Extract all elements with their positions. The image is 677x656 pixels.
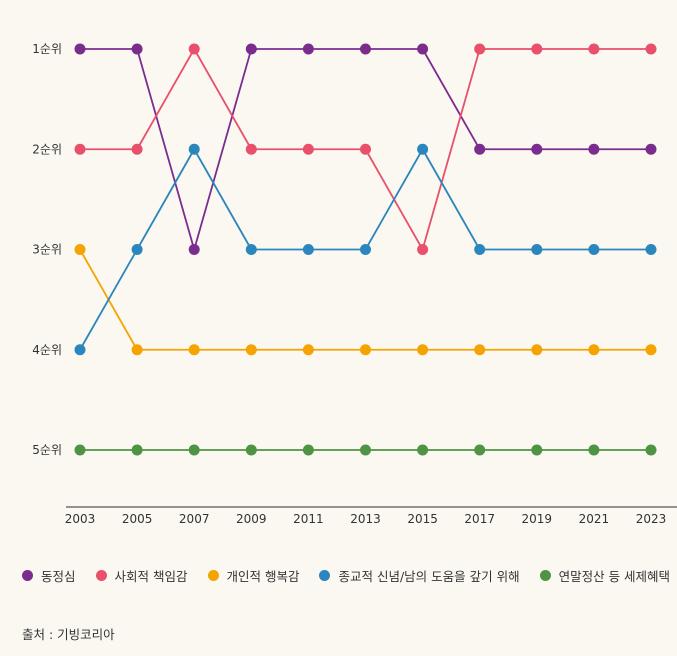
data-point — [302, 344, 314, 356]
legend-label: 연말정산 등 세제혜택 — [558, 569, 671, 584]
legend-item: 사회적 책임감 — [95, 566, 188, 585]
legend: 동정심 사회적 책임감 개인적 행복감 종교적 신념/남의 도움을 갚기 위해 연말정산… — [22, 566, 677, 585]
data-point — [188, 43, 200, 55]
x-tick-label: 2007 — [179, 512, 210, 526]
legend-label: 동정심 — [41, 569, 76, 584]
data-point — [417, 444, 429, 456]
legend-item: 종교적 신념/남의 도움을 갚기 위해 — [319, 566, 520, 585]
data-point — [645, 244, 657, 255]
data-point — [245, 444, 257, 456]
data-point — [360, 43, 371, 55]
data-point — [245, 143, 257, 155]
data-point — [588, 43, 600, 55]
legend-label: 사회적 책임감 — [114, 569, 188, 584]
data-point — [302, 143, 314, 155]
x-tick-label: 2005 — [122, 512, 153, 526]
x-tick-label: 2019 — [522, 512, 553, 526]
x-tick-label: 2021 — [579, 512, 610, 526]
y-tick-label: 1순위 — [32, 42, 62, 56]
legend-dot-icon — [207, 570, 219, 581]
data-point — [245, 244, 257, 255]
x-tick-label: 2015 — [407, 512, 438, 526]
data-point — [645, 43, 657, 55]
data-point — [645, 143, 657, 155]
rank-line-chart: 1순위 2순위 3순위 4순위 5순위 2003 2005 2007 2009 2011 2013… — [32, 42, 677, 526]
data-point — [588, 143, 600, 155]
legend-item: 개인적 행복감 — [207, 566, 300, 585]
source-note: 출처 : 기빙코리아 — [22, 627, 115, 642]
data-point — [360, 344, 371, 356]
data-point — [360, 143, 371, 155]
data-point — [74, 344, 86, 356]
data-point — [74, 244, 86, 255]
data-point — [131, 344, 143, 356]
data-point — [588, 244, 600, 255]
y-tick-label: 4순위 — [32, 343, 62, 357]
data-point — [474, 444, 486, 456]
data-point — [131, 444, 143, 456]
data-point — [245, 344, 257, 356]
data-point — [360, 244, 371, 255]
y-axis-ticks: 1순위 2순위 3순위 4순위 5순위 — [32, 42, 62, 457]
legend-item: 동정심 — [22, 566, 76, 585]
data-point — [531, 244, 543, 255]
y-tick-label: 3순위 — [32, 243, 62, 257]
x-tick-label: 2003 — [65, 512, 96, 526]
series-points — [74, 43, 657, 456]
data-point — [531, 444, 543, 456]
data-point — [474, 244, 486, 255]
data-point — [188, 444, 200, 456]
legend-dot-icon — [95, 570, 107, 581]
data-point — [531, 344, 543, 356]
data-point — [188, 143, 200, 155]
x-tick-label: 2009 — [236, 512, 267, 526]
data-point — [417, 344, 429, 356]
data-point — [474, 143, 486, 155]
data-point — [188, 244, 200, 255]
legend-item: 연말정산 등 세제혜택 — [539, 566, 671, 585]
data-point — [588, 444, 600, 456]
data-point — [188, 344, 200, 356]
data-point — [474, 43, 486, 55]
data-point — [131, 244, 143, 255]
data-point — [302, 43, 314, 55]
x-tick-label: 2013 — [350, 512, 381, 526]
data-point — [417, 43, 429, 55]
x-axis-ticks: 2003 2005 2007 2009 2011 2013 2015 2017 2019 2021… — [65, 512, 667, 526]
data-point — [645, 344, 657, 356]
x-tick-label: 2011 — [293, 512, 324, 526]
x-tick-label: 2017 — [464, 512, 495, 526]
data-point — [417, 244, 429, 255]
x-tick-label: 2023 — [636, 512, 667, 526]
y-tick-label: 5순위 — [32, 443, 62, 457]
data-point — [588, 344, 600, 356]
legend-dot-icon — [539, 570, 551, 581]
data-point — [131, 143, 143, 155]
legend-dot-icon — [22, 570, 33, 581]
legend-label: 개인적 행복감 — [226, 569, 300, 584]
series-line-2 — [79, 249, 651, 351]
data-point — [531, 143, 543, 155]
data-point — [531, 43, 543, 55]
data-point — [74, 143, 86, 155]
data-point — [245, 43, 257, 55]
data-point — [645, 444, 657, 456]
data-point — [131, 43, 143, 55]
data-point — [474, 344, 486, 356]
data-point — [302, 444, 314, 456]
legend-dot-icon — [319, 570, 331, 581]
data-point — [360, 444, 371, 456]
data-point — [74, 43, 86, 55]
y-tick-label: 2순위 — [32, 142, 62, 156]
data-point — [74, 444, 86, 456]
data-point — [417, 143, 429, 155]
data-point — [302, 244, 314, 255]
legend-label: 종교적 신념/남의 도움을 갚기 위해 — [338, 569, 520, 584]
